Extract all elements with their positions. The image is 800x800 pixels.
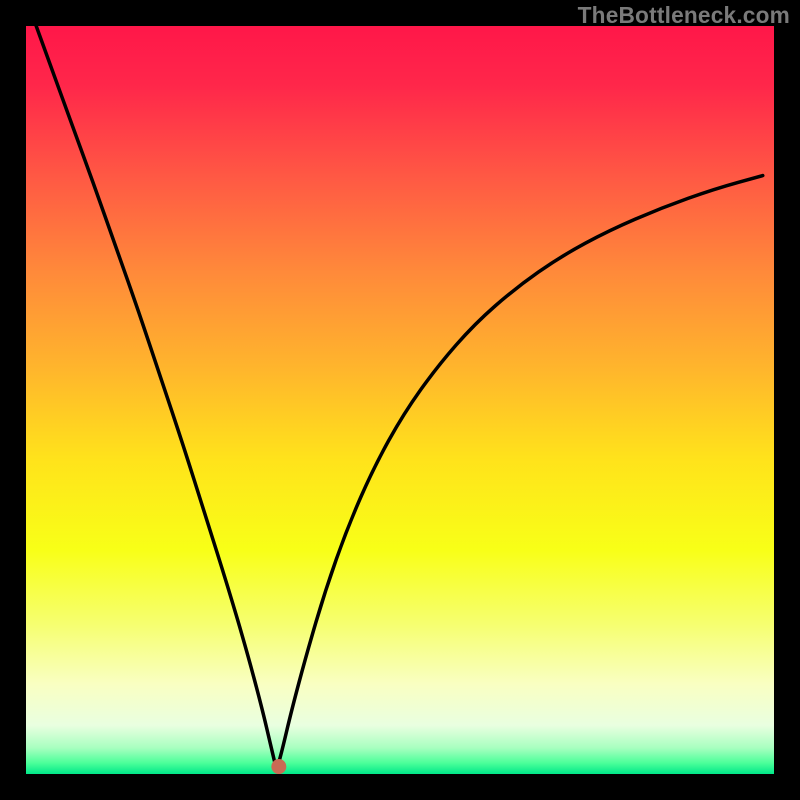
watermark-text: TheBottleneck.com <box>578 2 790 29</box>
plot-area <box>26 26 774 774</box>
bottleneck-chart: TheBottleneck.com <box>0 0 800 800</box>
gradient-background <box>26 26 774 774</box>
minimum-marker <box>271 759 286 774</box>
